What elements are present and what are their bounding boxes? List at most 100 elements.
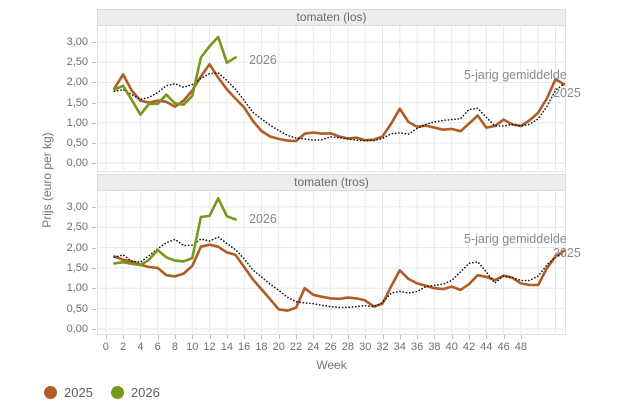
legend-dot-2025	[44, 386, 57, 399]
y-tick-mark	[92, 328, 96, 330]
y-tick-mark	[92, 206, 96, 208]
y-tick-mark	[92, 227, 96, 229]
x-tick-mark	[417, 335, 419, 339]
annotation-2026-label: 2026	[249, 53, 277, 67]
y-tick-label: 0,50	[66, 136, 88, 149]
y-axis-ticks-tros: 0,00 0,50 1,00 1,50 2,00 2,50 3,00	[1, 191, 98, 335]
x-tick-label: 16	[238, 341, 251, 353]
y-tick-label: 2,00	[66, 241, 88, 254]
x-tick-mark	[296, 335, 298, 339]
y-tick-mark	[92, 142, 96, 144]
x-tick-label: 22	[289, 341, 303, 353]
x-tick-label: 48	[514, 341, 528, 353]
y-tick-mark	[92, 288, 96, 290]
x-tick-mark	[313, 335, 315, 339]
x-tick-label: 34	[393, 341, 406, 353]
y-tick-label: 2,50	[66, 56, 88, 69]
series-5-jarig-gemiddelde-line	[113, 236, 565, 309]
x-tick-mark	[123, 335, 125, 339]
x-tick-mark	[451, 335, 453, 339]
series-2026-line	[113, 35, 237, 116]
x-tick-label: 24	[307, 341, 320, 353]
y-tick-mark	[92, 308, 96, 310]
x-tick-mark	[330, 335, 332, 339]
x-tick-mark	[399, 335, 401, 339]
series-5-jarig-gemiddelde-line	[113, 71, 565, 142]
x-tick-label: 38	[428, 341, 441, 353]
legend: 2025 2026	[44, 385, 160, 400]
y-tick-label: 1,00	[66, 116, 88, 129]
x-tick-label: 10	[186, 341, 199, 353]
x-tick-mark	[365, 335, 367, 339]
x-tick-mark	[209, 335, 211, 339]
x-tick-label: 32	[376, 341, 389, 353]
x-tick-mark	[278, 335, 280, 339]
y-tick-label: 2,50	[66, 221, 88, 234]
x-tick-label: 12	[203, 341, 216, 353]
y-tick-label: 1,50	[66, 261, 88, 274]
x-tick-label: 6	[154, 341, 161, 353]
annotation-2025-label: 2025	[553, 86, 581, 100]
legend-label: 2025	[64, 385, 93, 400]
legend-dot-2026	[110, 386, 124, 399]
x-tick-label: 8	[171, 341, 179, 353]
x-tick-mark	[469, 335, 470, 339]
panel-title: tomaten (los)	[296, 10, 367, 24]
y-tick-label: 1,00	[66, 282, 88, 295]
y-axis-ticks-los: 0,00 0,50 1,00 1,50 2,00 2,50 3,00	[1, 26, 98, 171]
x-tick-label: 26	[324, 341, 337, 353]
y-tick-label: 1,50	[66, 96, 88, 109]
y-tick-mark	[92, 82, 96, 84]
y-tick-label: 3,00	[66, 36, 88, 49]
x-tick-label: 18	[255, 341, 268, 353]
y-tick-mark	[92, 122, 96, 124]
x-tick-mark	[244, 335, 246, 339]
x-tick-label: 44	[480, 341, 493, 353]
y-tick-label: 0,00	[66, 322, 88, 335]
x-tick-mark	[261, 335, 263, 339]
x-tick-label: 36	[410, 341, 424, 353]
x-tick-label: 42	[462, 341, 476, 353]
x-tick-label: 28	[341, 341, 355, 353]
panel-title: tomaten (tros)	[294, 175, 369, 189]
x-tick-mark	[520, 335, 522, 339]
x-tick-label: 30	[359, 341, 372, 353]
y-tick-mark	[92, 247, 96, 249]
x-tick-mark	[503, 335, 505, 339]
chart-svg-tros	[98, 191, 565, 333]
y-tick-mark	[92, 163, 96, 165]
x-tick-mark	[174, 335, 176, 339]
y-tick-label: 2,00	[66, 76, 88, 89]
y-tick-mark	[92, 42, 96, 44]
series-2025-line	[113, 243, 565, 312]
annotation-avg-label: 5-jarig gemiddelde	[464, 232, 567, 246]
x-tick-mark	[157, 335, 159, 339]
x-tick-label: 40	[445, 341, 458, 353]
x-tick-mark	[382, 335, 384, 339]
x-tick-mark	[105, 335, 107, 339]
legend-item-2026[interactable]: 2026	[110, 385, 160, 400]
y-tick-label: 3,00	[66, 200, 88, 213]
x-tick-label: 20	[272, 341, 285, 353]
x-tick-mark	[226, 335, 228, 339]
x-tick-label: 46	[497, 341, 510, 353]
x-tick-mark	[140, 335, 142, 339]
series-2026-line	[113, 197, 237, 267]
x-axis: 0 2 4 6 8 10 12 14 16 18 20 22 24 26 28 30 32 34 36 38 40 42 4…	[97, 335, 566, 359]
x-axis-title: Week	[316, 358, 347, 372]
annotation-2026-label: 2026	[249, 212, 277, 226]
y-tick-mark	[92, 267, 96, 269]
chart-svg-los	[98, 26, 565, 170]
y-tick-mark	[92, 102, 96, 104]
x-tick-label: 4	[137, 341, 144, 353]
annotation-avg-label: 5-jarig gemiddelde	[464, 68, 567, 82]
panel-title-strip: tomaten (tros)	[97, 174, 566, 191]
panel-tomaten-tros: tomaten (tros) 2026 5-jarig gemiddelde 2…	[67, 174, 581, 335]
y-tick-mark	[92, 62, 96, 64]
legend-item-2025[interactable]: 2025	[44, 385, 93, 400]
plot-area-los: 2026 5-jarig gemiddelde 2025 0,00 0,50 1,0…	[67, 26, 581, 172]
x-tick-mark	[486, 335, 488, 339]
x-tick-mark	[192, 335, 194, 339]
panel-title-strip: tomaten (los)	[97, 9, 566, 26]
